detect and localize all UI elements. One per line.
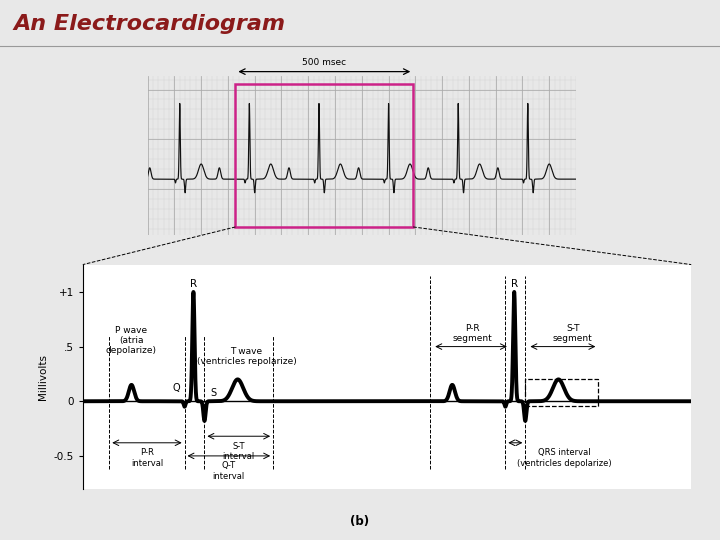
- Text: S: S: [210, 388, 216, 398]
- Y-axis label: Millivolts: Millivolts: [38, 354, 48, 400]
- Text: (b): (b): [351, 515, 369, 528]
- Text: QRS interval
(ventricles depolarize): QRS interval (ventricles depolarize): [517, 448, 611, 468]
- Text: P-R
segment: P-R segment: [452, 324, 492, 343]
- Bar: [235, 84, 413, 227]
- Text: An Electrocardiogram: An Electrocardiogram: [13, 14, 285, 33]
- Bar: [526, 380, 598, 406]
- Text: R: R: [190, 279, 197, 289]
- Text: T wave
(ventricles repolarize): T wave (ventricles repolarize): [197, 347, 297, 366]
- Text: Q: Q: [173, 382, 180, 393]
- Text: S-T
interval: S-T interval: [222, 442, 255, 461]
- Text: P wave
(atria
depolarize): P wave (atria depolarize): [106, 326, 157, 355]
- Text: P-R
interval: P-R interval: [131, 448, 163, 468]
- Text: 500 msec: 500 msec: [302, 58, 346, 66]
- Text: Q-T
interval: Q-T interval: [212, 461, 245, 481]
- Text: R: R: [510, 279, 518, 289]
- Text: S-T
segment: S-T segment: [553, 324, 593, 343]
